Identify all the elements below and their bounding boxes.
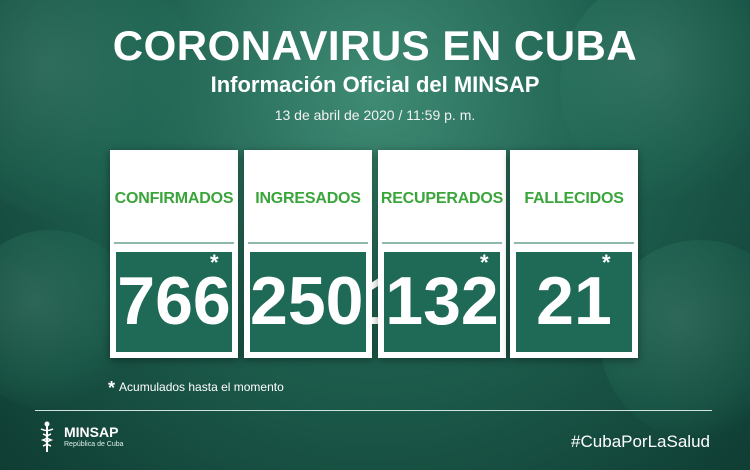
card-value: 21 (536, 263, 612, 339)
card-value: 766 (117, 263, 231, 339)
hashtag: #CubaPorLaSalud (571, 432, 710, 451)
asterisk-marker: * (480, 250, 489, 275)
footer-divider (35, 410, 712, 411)
footnote-text: Acumulados hasta el momento (119, 380, 284, 394)
card-divider (382, 242, 502, 244)
report-date: 13 de abril de 2020 / 11:59 p. m. (274, 107, 476, 123)
card-divider (514, 242, 634, 244)
card-divider (248, 242, 368, 244)
card-label: FALLECIDOS (524, 190, 624, 207)
minsap-logo: MINSAP República de Cuba (36, 420, 124, 454)
caduceus-icon (40, 421, 54, 452)
card-divider (114, 242, 234, 244)
page-subtitle: Información Oficial del MINSAP (210, 72, 540, 97)
card-confirmados: CONFIRMADOS 766 * (110, 150, 238, 358)
footnote: * Acumulados hasta el momento (108, 378, 284, 399)
card-value: 2501 (250, 263, 402, 339)
card-value-box: 132 * (384, 250, 500, 352)
asterisk-marker: * (210, 250, 219, 275)
asterisk-marker: * (602, 250, 611, 275)
card-label: RECUPERADOS (380, 190, 504, 207)
card-fallecidos: FALLECIDOS 21 * (510, 150, 638, 358)
page-title: CORONAVIRUS EN CUBA (112, 22, 638, 69)
card-ingresados: INGRESADOS 2501 (244, 150, 402, 358)
card-value-box: 21 * (516, 250, 632, 352)
logo-name: MINSAP (64, 424, 119, 440)
header: CORONAVIRUS EN CUBA Información Oficial … (0, 22, 750, 124)
card-label: INGRESADOS (255, 190, 361, 207)
card-value-box: 2501 (250, 252, 402, 352)
card-value: 132 (385, 263, 499, 339)
footnote-asterisk: * (108, 378, 116, 398)
card-value-box: 766 * (116, 250, 232, 352)
logo-subtitle: República de Cuba (64, 441, 124, 448)
card-recuperados: RECUPERADOS 132 * (378, 150, 506, 358)
card-label: CONFIRMADOS (114, 190, 234, 207)
stats-cards: CONFIRMADOS 766 * INGRESADOS 2501 RECUPE… (110, 150, 638, 360)
